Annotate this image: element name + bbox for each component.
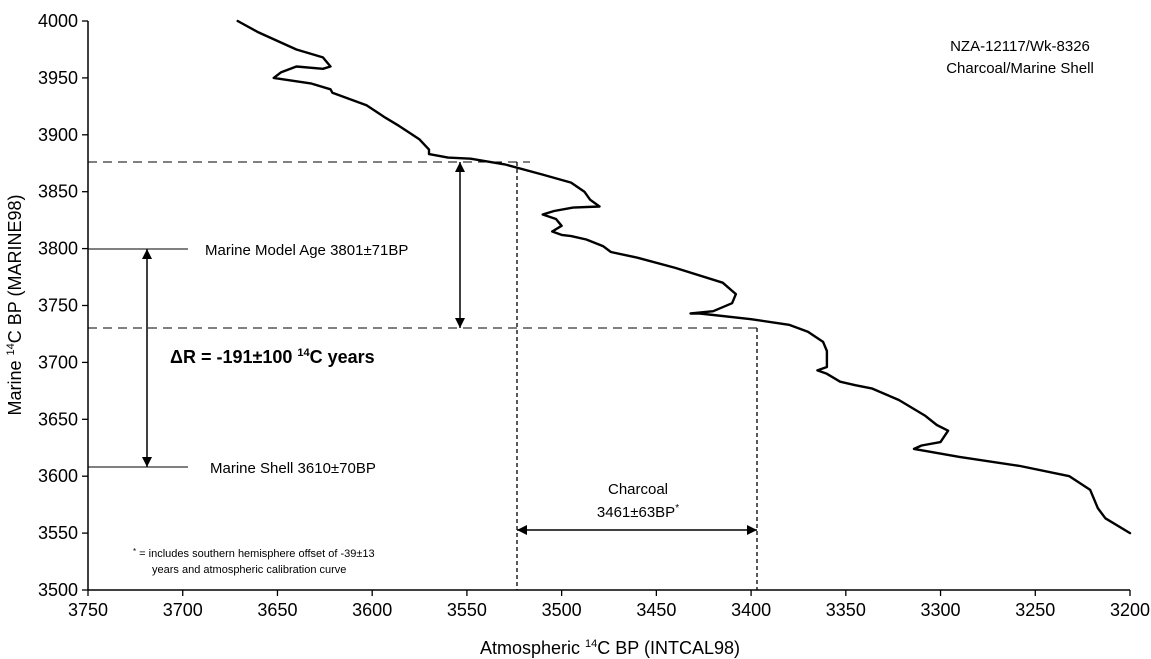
x-tick-label: 3650 (257, 600, 297, 620)
charcoal-value-sup: * (675, 503, 679, 514)
calibration-curve (236, 19, 1132, 535)
y-axis-title-sup: 14 (5, 343, 17, 355)
x-tick-label: 3450 (636, 600, 676, 620)
x-tick-label: 3500 (542, 600, 582, 620)
x-tick-label: 3200 (1110, 600, 1150, 620)
marine-shell-label: Marine Shell 3610±70BP (210, 460, 376, 477)
x-tick-label: 3750 (68, 600, 108, 620)
y-tick-label: 3850 (38, 182, 78, 202)
x-axis-title-post: C BP (INTCAL98) (597, 638, 740, 658)
delta-r-sup: 14 (297, 347, 310, 359)
y-axis-title-pre: Marine (5, 355, 25, 415)
delta-r-post: C years (310, 347, 375, 367)
footnote-text-1: = includes southern hemisphere offset of… (136, 548, 375, 560)
sample-id: NZA-12117/Wk-8326 (950, 38, 1090, 55)
y-tick-label: 3600 (38, 466, 78, 486)
x-tick-label: 3300 (921, 600, 961, 620)
y-tick-label: 3550 (38, 523, 78, 543)
x-axis-title: Atmospheric 14C BP (INTCAL98) (480, 638, 740, 658)
sample-type: Charcoal/Marine Shell (946, 60, 1094, 77)
x-tick-label: 3400 (731, 600, 771, 620)
x-axis-title-pre: Atmospheric (480, 638, 585, 658)
charcoal-label: Charcoal (608, 481, 668, 498)
x-tick-label: 3600 (352, 600, 392, 620)
x-tick-label: 3250 (1015, 600, 1055, 620)
charcoal-value-main: 3461±63BP (597, 504, 675, 521)
x-tick-label: 3700 (163, 600, 203, 620)
charcoal-value: 3461±63BP* (597, 503, 679, 521)
y-ticks: 3500 3550 3600 3650 3700 3750 3800 3850 3900 3950… (38, 11, 88, 600)
y-axis-title-post: C BP (MARINE98) (5, 195, 25, 344)
x-ticks: 3750 3700 3650 3600 3550 3500 3450 3400 3350 3300… (68, 590, 1150, 620)
y-tick-label: 3800 (38, 239, 78, 259)
y-tick-label: 3650 (38, 409, 78, 429)
y-tick-label: 4000 (38, 11, 78, 31)
marine-model-age-label: Marine Model Age 3801±71BP (205, 242, 408, 259)
footnote-mark: * (133, 547, 136, 556)
y-tick-label: 3900 (38, 125, 78, 145)
y-tick-label: 3950 (38, 68, 78, 88)
y-tick-label: 3700 (38, 352, 78, 372)
y-axis-title: Marine 14C BP (MARINE98) (5, 195, 25, 416)
x-tick-label: 3550 (447, 600, 487, 620)
y-tick-label: 3750 (38, 296, 78, 316)
footnote-line-2: years and atmospheric calibration curve (152, 564, 346, 576)
delta-r-label: ΔR = -191±100 14C years (170, 347, 375, 367)
delta-r-pre: ΔR = -191±100 (170, 347, 297, 367)
footnote-line-1: * = includes southern hemisphere offset … (133, 547, 375, 560)
x-axis-title-sup: 14 (585, 638, 597, 650)
y-tick-label: 3500 (38, 580, 78, 600)
x-tick-label: 3350 (826, 600, 866, 620)
